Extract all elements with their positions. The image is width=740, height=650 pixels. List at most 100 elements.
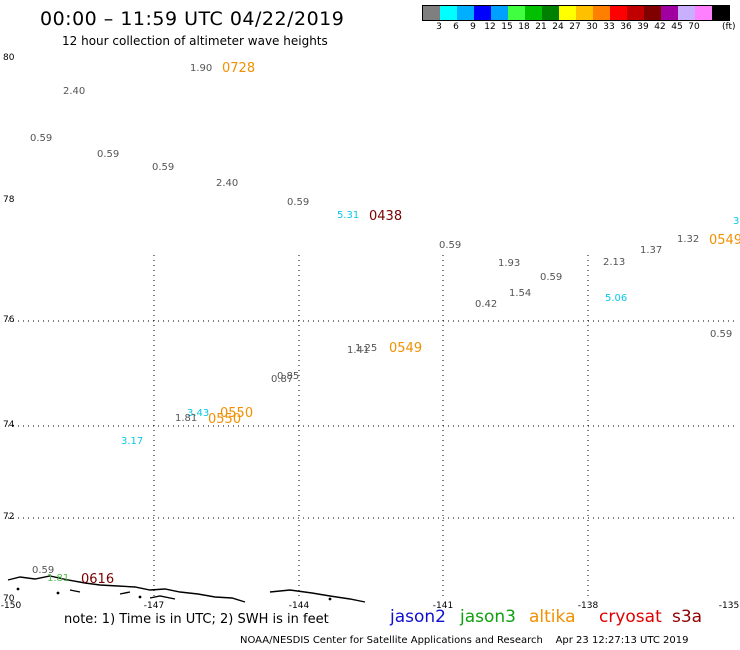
wave-height-label: 5.06 (605, 293, 628, 304)
lat-label: 78 (3, 195, 15, 205)
footer-credit: NOAA/NESDIS Center for Satellite Applica… (240, 635, 543, 646)
satellite-legend-s3a: s3a (672, 607, 703, 627)
pass-time-label: 0438 (369, 209, 403, 224)
lat-label: 72 (3, 512, 15, 522)
colorbar-swatch (542, 6, 559, 20)
satellite-legend-cryosat: cryosat (599, 607, 662, 627)
wave-height-label: 5.31 (337, 210, 360, 221)
colorbar-labels: (ft) 3 6 9 12 15 18 21 24 27 30 33 36 39 42 45 70 (422, 22, 740, 34)
lon-label: -150 (0, 601, 22, 611)
colorbar-swatch (712, 6, 729, 20)
colorbar-tick-label: 33 (603, 22, 615, 32)
lat-label: 74 (3, 420, 15, 430)
wave-height-label: 1.41 (347, 345, 370, 356)
satellite-legend-jason3: jason3 (460, 607, 516, 627)
colorbar-swatch (508, 6, 525, 20)
coastline (7, 575, 366, 603)
lat-label: 80 (3, 53, 15, 63)
pass-time-label: 0550 (220, 406, 254, 421)
lon-label: -147 (143, 601, 165, 611)
wave-height-label: 1.81 (47, 573, 70, 584)
wave-height-label: 3 (733, 216, 740, 227)
colorbar-swatch (474, 6, 491, 20)
colorbar-tick-label: 12 (484, 22, 496, 32)
wave-height-label: 0.42 (475, 299, 498, 310)
colorbar-unit: (ft) (722, 22, 736, 32)
colorbar-tick-label: 30 (586, 22, 598, 32)
colorbar-tick-label: 24 (552, 22, 564, 32)
colorbar-swatch (423, 6, 440, 20)
colorbar-swatch (593, 6, 610, 20)
lon-label: -141 (432, 601, 454, 611)
wave-height-label: 1.81 (175, 413, 198, 424)
wave-height-label: 0.59 (152, 162, 175, 173)
colorbar-swatch (559, 6, 576, 20)
wave-height-label: 2.40 (216, 178, 239, 189)
wave-height-label: 3.17 (121, 436, 144, 447)
wave-height-label: 0.87 (271, 374, 294, 385)
wave-height-label: 1.90 (190, 63, 213, 74)
wave-height-label: 1.25 (355, 343, 378, 354)
lat-label: 76 (3, 315, 15, 325)
units-note: note: 1) Time is in UTC; 2) SWH is in fe… (64, 612, 329, 627)
wave-height-label: 0.59 (439, 240, 462, 251)
wave-height-label: 1.93 (498, 258, 521, 269)
wave-height-label: 0.59 (97, 149, 120, 160)
wave-height-label: 0.59 (30, 133, 53, 144)
colorbar-tick-label: 21 (535, 22, 547, 32)
colorbar-tick-label: 39 (637, 22, 649, 32)
wave-height-label: 0.59 (710, 329, 733, 340)
colorbar-tick-label: 36 (620, 22, 632, 32)
colorbar-tick-label: 6 (453, 22, 459, 32)
colorbar-tick-label: 45 (671, 22, 683, 32)
satellite-legend-altika: altika (529, 607, 576, 627)
colorbar-swatch (491, 6, 508, 20)
lat-lon-grid (8, 255, 738, 600)
wave-height-label: 0.59 (540, 272, 563, 283)
wave-height-label: 1.37 (640, 245, 663, 256)
colorbar-swatch (678, 6, 695, 20)
wave-height-colorbar (422, 5, 730, 21)
colorbar-swatch (610, 6, 627, 20)
pass-time-label: 0549 (709, 233, 740, 248)
lat-label: 70 (3, 594, 15, 604)
wave-height-label: 1.54 (509, 288, 532, 299)
colorbar-swatch (440, 6, 457, 20)
page-title: 00:00 – 11:59 UTC 04/22/2019 (40, 8, 345, 30)
pass-time-label: 0550 (208, 412, 242, 427)
footer: NOAA/NESDIS Center for Satellite Applica… (240, 635, 689, 646)
wave-height-label: 2.40 (63, 86, 86, 97)
coastline-islands (16, 587, 332, 601)
pass-time-label: 0616 (81, 572, 115, 587)
colorbar-swatch (627, 6, 644, 20)
colorbar-swatch (695, 6, 712, 20)
colorbar-tick-label: 42 (654, 22, 666, 32)
wave-height-label: 1.32 (677, 234, 700, 245)
lon-label: -138 (577, 601, 599, 611)
colorbar-tick-label: 70 (688, 22, 700, 32)
wave-height-label: 0.85 (277, 371, 300, 382)
wave-height-label: 2.13 (603, 257, 626, 268)
colorbar-tick-label: 9 (470, 22, 476, 32)
page-subtitle: 12 hour collection of altimeter wave hei… (62, 34, 328, 48)
pass-time-label: 0549 (389, 341, 423, 356)
colorbar-tick-label: 3 (436, 22, 442, 32)
colorbar-swatch (576, 6, 593, 20)
pass-time-label: 0728 (222, 61, 256, 76)
colorbar-swatch (661, 6, 678, 20)
colorbar-tick-label: 18 (518, 22, 530, 32)
wave-height-label: 0.59 (287, 197, 310, 208)
lon-label: -144 (288, 601, 310, 611)
colorbar-swatch (525, 6, 542, 20)
wave-height-label: 0.59 (32, 565, 55, 576)
colorbar-swatch (644, 6, 661, 20)
satellite-legend-jason2: jason2 (390, 607, 446, 627)
colorbar-tick-label: 15 (501, 22, 513, 32)
wave-height-label: 3.43 (187, 408, 210, 419)
colorbar-swatch (457, 6, 474, 20)
lon-label: -135 (718, 601, 740, 611)
footer-timestamp: Apr 23 12:27:13 UTC 2019 (555, 635, 689, 646)
colorbar-tick-label: 27 (569, 22, 581, 32)
